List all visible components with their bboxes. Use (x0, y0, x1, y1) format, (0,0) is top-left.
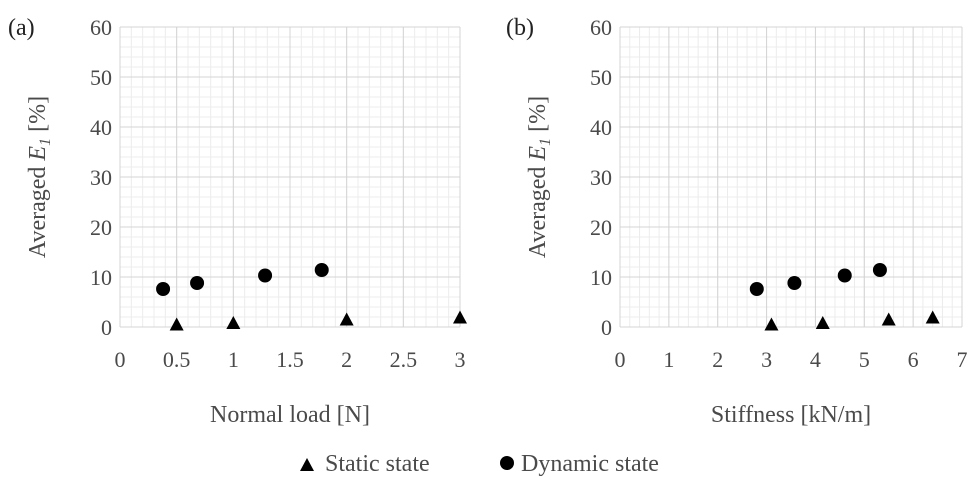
x-tick-label: 0 (615, 347, 626, 372)
data-point-triangle (881, 312, 896, 326)
series-triangle (169, 310, 467, 331)
series-triangle (764, 310, 940, 331)
x-tick-label: 3 (761, 347, 772, 372)
data-point-circle (872, 263, 887, 277)
data-point-circle (787, 276, 802, 290)
y-tick-label: 40 (90, 115, 112, 140)
data-point-triangle (815, 316, 830, 329)
x-tick-label: 7 (957, 347, 968, 372)
x-axis-title: Stiffness [kN/m] (711, 402, 871, 428)
x-tick-label: 2.5 (390, 347, 418, 372)
data-point-circle (190, 276, 205, 290)
series-circle (156, 263, 329, 296)
x-axis-title: Normal load [N] (210, 402, 370, 428)
data-point-circle (258, 268, 273, 283)
x-tick-label: 2 (712, 347, 723, 372)
x-tick-label: 6 (908, 347, 919, 372)
series-circle (749, 263, 887, 296)
x-tick-label: 3 (455, 347, 466, 372)
y-axis-title: Averaged E1 [%] (25, 96, 54, 258)
data-point-triangle (226, 316, 241, 329)
y-tick-label: 20 (590, 215, 612, 240)
y-tick-label: 30 (590, 165, 612, 190)
legend-marker-triangle (300, 458, 314, 471)
data-point-circle (314, 263, 329, 277)
y-tick-label: 10 (90, 265, 112, 290)
chart-panel-b: 0 10 20 30 40 50 60 0 1 2 3 4 5 6 7 (b) Stiffness [kN/m]… (506, 15, 968, 428)
legend-label-dynamic: Dynamic state (521, 451, 659, 477)
y-tick-label: 30 (90, 165, 112, 190)
data-point-triangle (453, 310, 467, 324)
x-tick-label: 5 (859, 347, 870, 372)
x-tick-label: 0 (115, 347, 126, 372)
x-tick-label: 1 (228, 347, 239, 372)
y-tick-label: 60 (90, 15, 112, 40)
x-tick-label: 4 (810, 347, 821, 372)
y-tick-label: 50 (590, 65, 612, 90)
y-tick-label: 0 (101, 315, 112, 340)
data-point-triangle (169, 317, 184, 331)
y-axis-title: Averaged E1 [%] (525, 96, 554, 258)
panel-label: (a) (8, 15, 35, 41)
y-tick-label: 50 (90, 65, 112, 90)
legend-marker-circle (500, 456, 514, 470)
data-point-triangle (925, 310, 940, 324)
legend: Static state Dynamic state (300, 451, 659, 477)
data-point-circle (749, 282, 764, 296)
data-point-triangle (764, 317, 779, 331)
y-tick-label: 10 (590, 265, 612, 290)
y-tick-label: 40 (590, 115, 612, 140)
x-tick-label: 1.5 (276, 347, 304, 372)
panel-label: (b) (506, 15, 534, 41)
y-tick-label: 0 (601, 315, 612, 340)
y-tick-label: 60 (590, 15, 612, 40)
data-point-circle (837, 268, 852, 283)
chart-panel-a: 0 10 20 30 40 50 60 0 0.5 1 1.5 2 2.5 3 (a) Normal load… (8, 15, 467, 428)
x-tick-label: 0.5 (163, 347, 191, 372)
data-point-circle (156, 282, 171, 296)
legend-label-static: Static state (325, 451, 430, 477)
grid (119, 26, 461, 328)
data-point-triangle (339, 312, 354, 326)
x-tick-label: 1 (663, 347, 674, 372)
y-tick-label: 20 (90, 215, 112, 240)
x-tick-label: 2 (341, 347, 352, 372)
